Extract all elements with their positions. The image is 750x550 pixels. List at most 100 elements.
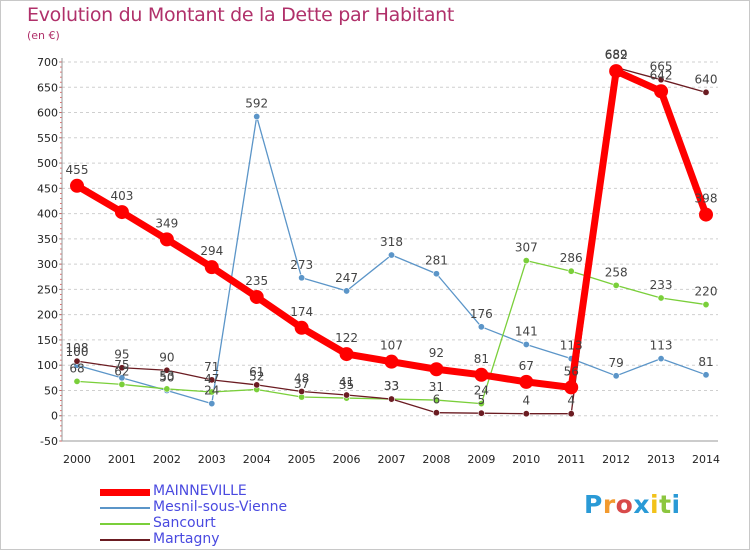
logo-letter: i	[671, 490, 681, 519]
data-label: 56	[564, 364, 579, 378]
data-point	[699, 207, 713, 222]
data-point	[253, 381, 261, 389]
data-point	[477, 400, 485, 408]
data-label: 403	[110, 189, 133, 203]
data-label: 33	[384, 379, 399, 393]
data-label: 41	[339, 375, 354, 389]
x-tick-label: 2002	[153, 453, 181, 466]
data-point	[343, 287, 351, 295]
data-label: 24	[204, 384, 219, 398]
data-label: 71	[204, 360, 219, 374]
y-tick-label: 150	[37, 334, 58, 347]
data-point	[339, 347, 354, 362]
y-tick-label: 200	[37, 309, 58, 322]
data-point	[70, 178, 84, 193]
data-label: 5	[478, 393, 486, 407]
data-label: 141	[515, 324, 538, 338]
data-point	[253, 113, 261, 121]
logo-letter: x	[633, 490, 650, 519]
logo-letter: P	[584, 490, 603, 519]
data-label: 53	[159, 369, 174, 383]
y-tick-label: 550	[37, 132, 58, 145]
data-label: 35	[339, 378, 354, 392]
y-tick-label: -50	[40, 435, 58, 448]
data-label: 398	[695, 192, 718, 206]
data-point	[432, 270, 440, 278]
data-point	[429, 362, 444, 377]
data-label: 95	[114, 348, 129, 362]
data-label: 47	[204, 372, 219, 386]
legend-label: Mesnil-sous-Vienne	[153, 499, 288, 515]
data-point	[384, 354, 399, 369]
x-tick-label: 2008	[422, 453, 450, 466]
data-label: 307	[515, 241, 538, 255]
x-tick-label: 2011	[557, 453, 585, 466]
data-point	[249, 289, 264, 304]
data-point	[73, 357, 81, 365]
logo-letter: r	[602, 490, 616, 519]
data-point	[702, 301, 710, 309]
data-label: 642	[650, 68, 673, 82]
logo-letter: o	[615, 490, 634, 519]
proxiti-logo: Proxiti	[584, 490, 681, 519]
x-tick-label: 2012	[602, 453, 630, 466]
legend-swatch	[100, 523, 150, 525]
data-point	[612, 372, 620, 380]
x-tick-label: 2010	[512, 453, 540, 466]
legend-swatch	[100, 539, 150, 541]
y-tick-label: 0	[51, 410, 58, 423]
x-tick-label: 2013	[647, 453, 675, 466]
data-label: 176	[470, 307, 493, 321]
data-point	[657, 294, 665, 302]
data-point	[654, 84, 669, 99]
data-label: 48	[294, 371, 309, 385]
y-tick-label: 500	[37, 157, 58, 170]
x-tick-label: 2005	[288, 453, 316, 466]
data-label: 122	[335, 331, 358, 345]
data-label: 286	[560, 251, 583, 265]
data-label: 682	[605, 48, 628, 62]
data-label: 67	[519, 359, 534, 373]
y-tick-label: 350	[37, 233, 58, 246]
data-point	[657, 76, 665, 84]
data-label: 258	[605, 265, 628, 279]
x-tick-label: 2003	[198, 453, 226, 466]
data-label: 37	[294, 377, 309, 391]
logo-letter: i	[650, 490, 660, 519]
data-label: 455	[66, 163, 89, 177]
data-point	[163, 366, 171, 374]
data-label: 33	[384, 379, 399, 393]
data-point	[567, 410, 575, 418]
data-point	[477, 409, 485, 417]
data-label: 79	[609, 356, 624, 370]
data-point	[609, 64, 624, 79]
legend-swatch	[100, 488, 150, 496]
data-point	[114, 205, 129, 220]
data-label: 281	[425, 254, 448, 268]
data-label: 81	[474, 352, 489, 366]
data-point	[118, 364, 126, 372]
data-label: 233	[650, 278, 673, 292]
data-point	[702, 88, 710, 96]
data-point	[519, 374, 534, 389]
data-label: 4	[567, 394, 575, 408]
data-label: 247	[335, 271, 358, 285]
legend-label: MAINNEVILLE	[153, 483, 247, 499]
data-label: 273	[290, 258, 313, 272]
data-point	[159, 232, 174, 247]
legend-label: Martagny	[153, 531, 220, 547]
y-axis-ticks: -50 0 50 100 150 200 250 300 350 400 450 500 550 600 6…	[37, 56, 58, 448]
data-point	[73, 377, 81, 385]
data-label: 90	[159, 350, 174, 364]
data-point	[432, 396, 440, 404]
data-point	[477, 323, 485, 331]
data-point	[387, 395, 395, 403]
data-point	[208, 400, 216, 408]
data-label: 50	[159, 370, 174, 384]
data-label: 107	[380, 339, 403, 353]
x-tick-label: 2014	[692, 453, 720, 466]
data-point	[294, 320, 309, 335]
data-point	[702, 371, 710, 379]
data-label: 640	[695, 72, 718, 86]
data-point	[118, 380, 126, 388]
